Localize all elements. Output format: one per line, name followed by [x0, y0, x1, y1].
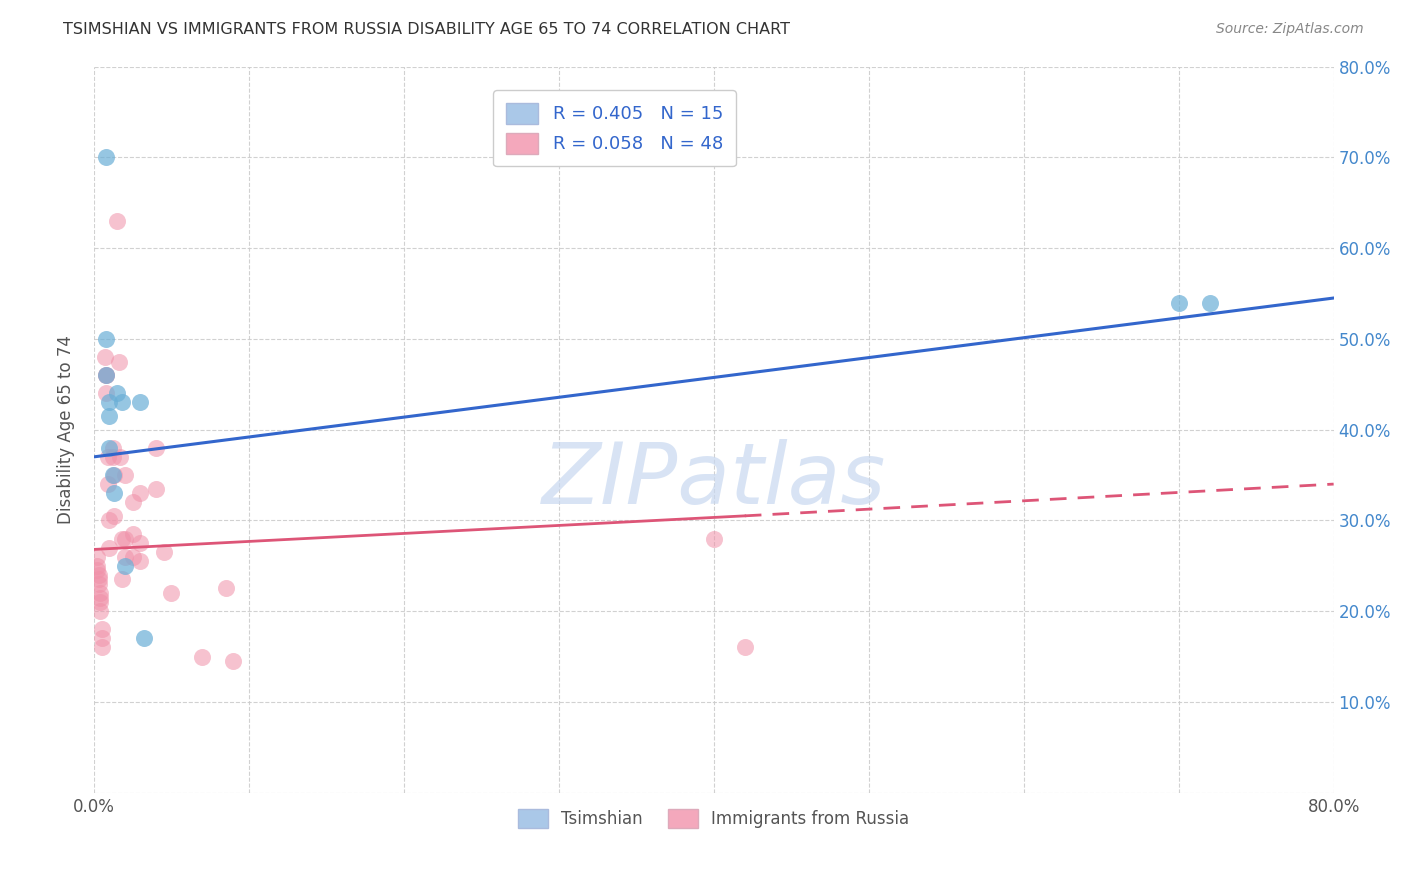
Point: [121, 527, 143, 541]
Point: [160, 586, 183, 600]
Point: [121, 549, 143, 564]
Point: [90, 632, 112, 646]
Point: [98, 513, 121, 527]
Point: [98, 541, 121, 555]
Point: [107, 354, 129, 368]
Point: [97, 477, 120, 491]
Point: [129, 554, 152, 568]
Text: Source: ZipAtlas.com: Source: ZipAtlas.com: [1216, 22, 1364, 37]
Point: [145, 482, 167, 496]
Point: [87, 573, 110, 587]
Point: [98, 409, 121, 423]
Point: [114, 549, 136, 564]
Point: [96, 386, 118, 401]
Point: [101, 468, 124, 483]
Point: [86, 549, 108, 564]
Point: [90, 622, 112, 636]
Point: [129, 486, 152, 500]
Point: [129, 536, 152, 550]
Point: [103, 468, 125, 483]
Point: [89, 604, 111, 618]
Point: [121, 495, 143, 509]
Point: [111, 395, 134, 409]
Point: [86, 558, 108, 573]
Point: [87, 577, 110, 591]
Point: [98, 441, 121, 455]
Point: [98, 395, 121, 409]
Point: [152, 545, 174, 559]
Point: [96, 368, 118, 383]
Point: [101, 450, 124, 464]
Point: [1167, 295, 1189, 310]
Point: [97, 450, 120, 464]
Point: [105, 214, 128, 228]
Point: [222, 654, 245, 668]
Point: [96, 368, 118, 383]
Point: [89, 591, 111, 605]
Point: [87, 567, 110, 582]
Point: [94, 350, 117, 364]
Point: [86, 563, 108, 577]
Point: [111, 532, 134, 546]
Point: [214, 582, 236, 596]
Point: [114, 532, 136, 546]
Point: [129, 395, 152, 409]
Legend: Tsimshian, Immigrants from Russia: Tsimshian, Immigrants from Russia: [512, 803, 917, 835]
Point: [103, 486, 125, 500]
Point: [114, 468, 136, 483]
Point: [145, 441, 167, 455]
Text: TSIMSHIAN VS IMMIGRANTS FROM RUSSIA DISABILITY AGE 65 TO 74 CORRELATION CHART: TSIMSHIAN VS IMMIGRANTS FROM RUSSIA DISA…: [63, 22, 790, 37]
Point: [703, 532, 725, 546]
Point: [191, 649, 214, 664]
Point: [111, 573, 134, 587]
Point: [96, 368, 118, 383]
Point: [105, 386, 128, 401]
Point: [110, 450, 132, 464]
Point: [734, 640, 756, 655]
Point: [103, 508, 125, 523]
Y-axis label: Disability Age 65 to 74: Disability Age 65 to 74: [58, 335, 75, 524]
Text: ZIPatlas: ZIPatlas: [541, 439, 886, 522]
Point: [96, 332, 118, 346]
Point: [132, 632, 155, 646]
Point: [101, 441, 124, 455]
Point: [1198, 295, 1220, 310]
Point: [90, 640, 112, 655]
Point: [89, 595, 111, 609]
Point: [96, 150, 118, 164]
Point: [89, 586, 111, 600]
Point: [114, 558, 136, 573]
